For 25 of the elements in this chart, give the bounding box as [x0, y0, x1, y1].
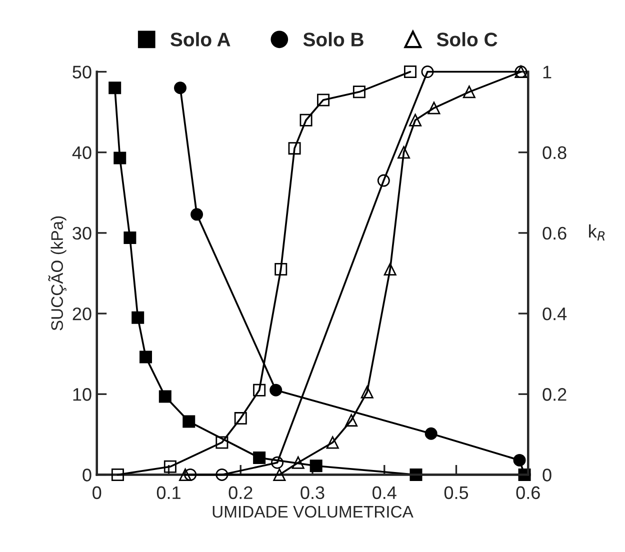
x-tick-label: 0.1 — [156, 486, 180, 500]
x-tick-label: 0.5 — [444, 486, 468, 500]
y-tick-label: 0 — [82, 468, 92, 482]
x-tick-label: 0.6 — [516, 486, 540, 500]
y2-tick-label: 0.6 — [542, 226, 566, 240]
y2-tick-label: 1 — [543, 66, 552, 78]
x-tick-label: 0 — [92, 486, 102, 500]
x-tick-label: 0.4 — [372, 486, 396, 500]
legend-label: Solo C — [436, 32, 498, 46]
y-axis-title: SUCÇÃO (kPa) — [48, 216, 66, 330]
y2-tick-label: 0.2 — [542, 388, 566, 401]
legend-label: Solo A — [170, 32, 230, 46]
y2-tick-label: 0.4 — [542, 307, 567, 320]
y-tick-label: 50 — [72, 66, 92, 78]
y-tick-label: 40 — [72, 146, 92, 160]
y-tick-label: 20 — [72, 307, 92, 320]
x-axis-title: UMIDADE VOLUMETRICA — [212, 506, 414, 518]
y2-tick-label: 0.8 — [542, 146, 566, 160]
y-tick-label: 10 — [73, 388, 92, 401]
x-tick-label: 0.2 — [228, 486, 252, 500]
legend-label: Solo B — [303, 32, 364, 46]
y-tick-label: 30 — [72, 226, 92, 240]
y2-axis-title: k$_{R}$ — [589, 224, 605, 240]
x-tick-label: 0.3 — [300, 486, 324, 500]
y2-tick-label: 0 — [542, 468, 552, 482]
